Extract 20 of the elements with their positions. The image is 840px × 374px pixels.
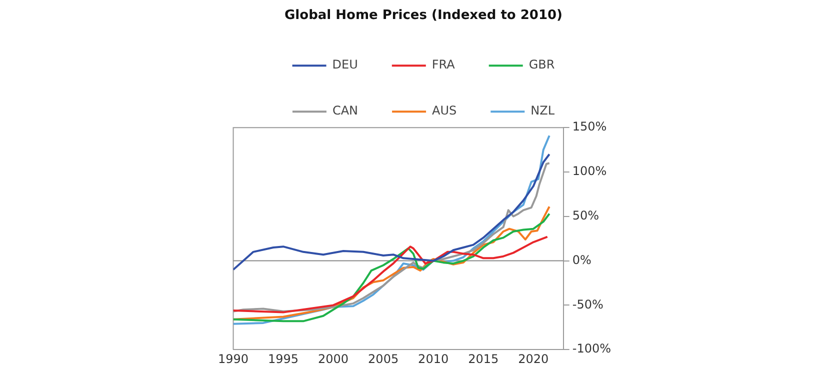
- x-tick-label: 2005: [368, 352, 399, 366]
- legend-label: NZL: [530, 104, 555, 118]
- x-tick-label: 1995: [268, 352, 299, 366]
- legend-label: DEU: [332, 58, 358, 72]
- x-tick-label: 1990: [218, 352, 249, 366]
- y-tick-label: -100%: [572, 342, 612, 356]
- legend-label: GBR: [528, 58, 555, 72]
- x-tick-label: 2015: [468, 352, 499, 366]
- legend-label: FRA: [432, 58, 456, 72]
- x-tick-label: 2020: [518, 352, 549, 366]
- legend-label: CAN: [332, 104, 358, 118]
- y-tick-label: -50%: [572, 297, 604, 312]
- x-tick-label: 2010: [418, 352, 449, 366]
- chart-title: Global Home Prices (Indexed to 2010): [284, 8, 562, 24]
- y-tick-label: 0%: [572, 252, 592, 267]
- x-tick-label: 2000: [318, 352, 349, 366]
- y-tick-label: 50%: [572, 208, 600, 223]
- legend-label: AUS: [432, 104, 457, 118]
- y-tick-label: 150%: [572, 120, 607, 134]
- y-tick-label: 100%: [572, 164, 607, 178]
